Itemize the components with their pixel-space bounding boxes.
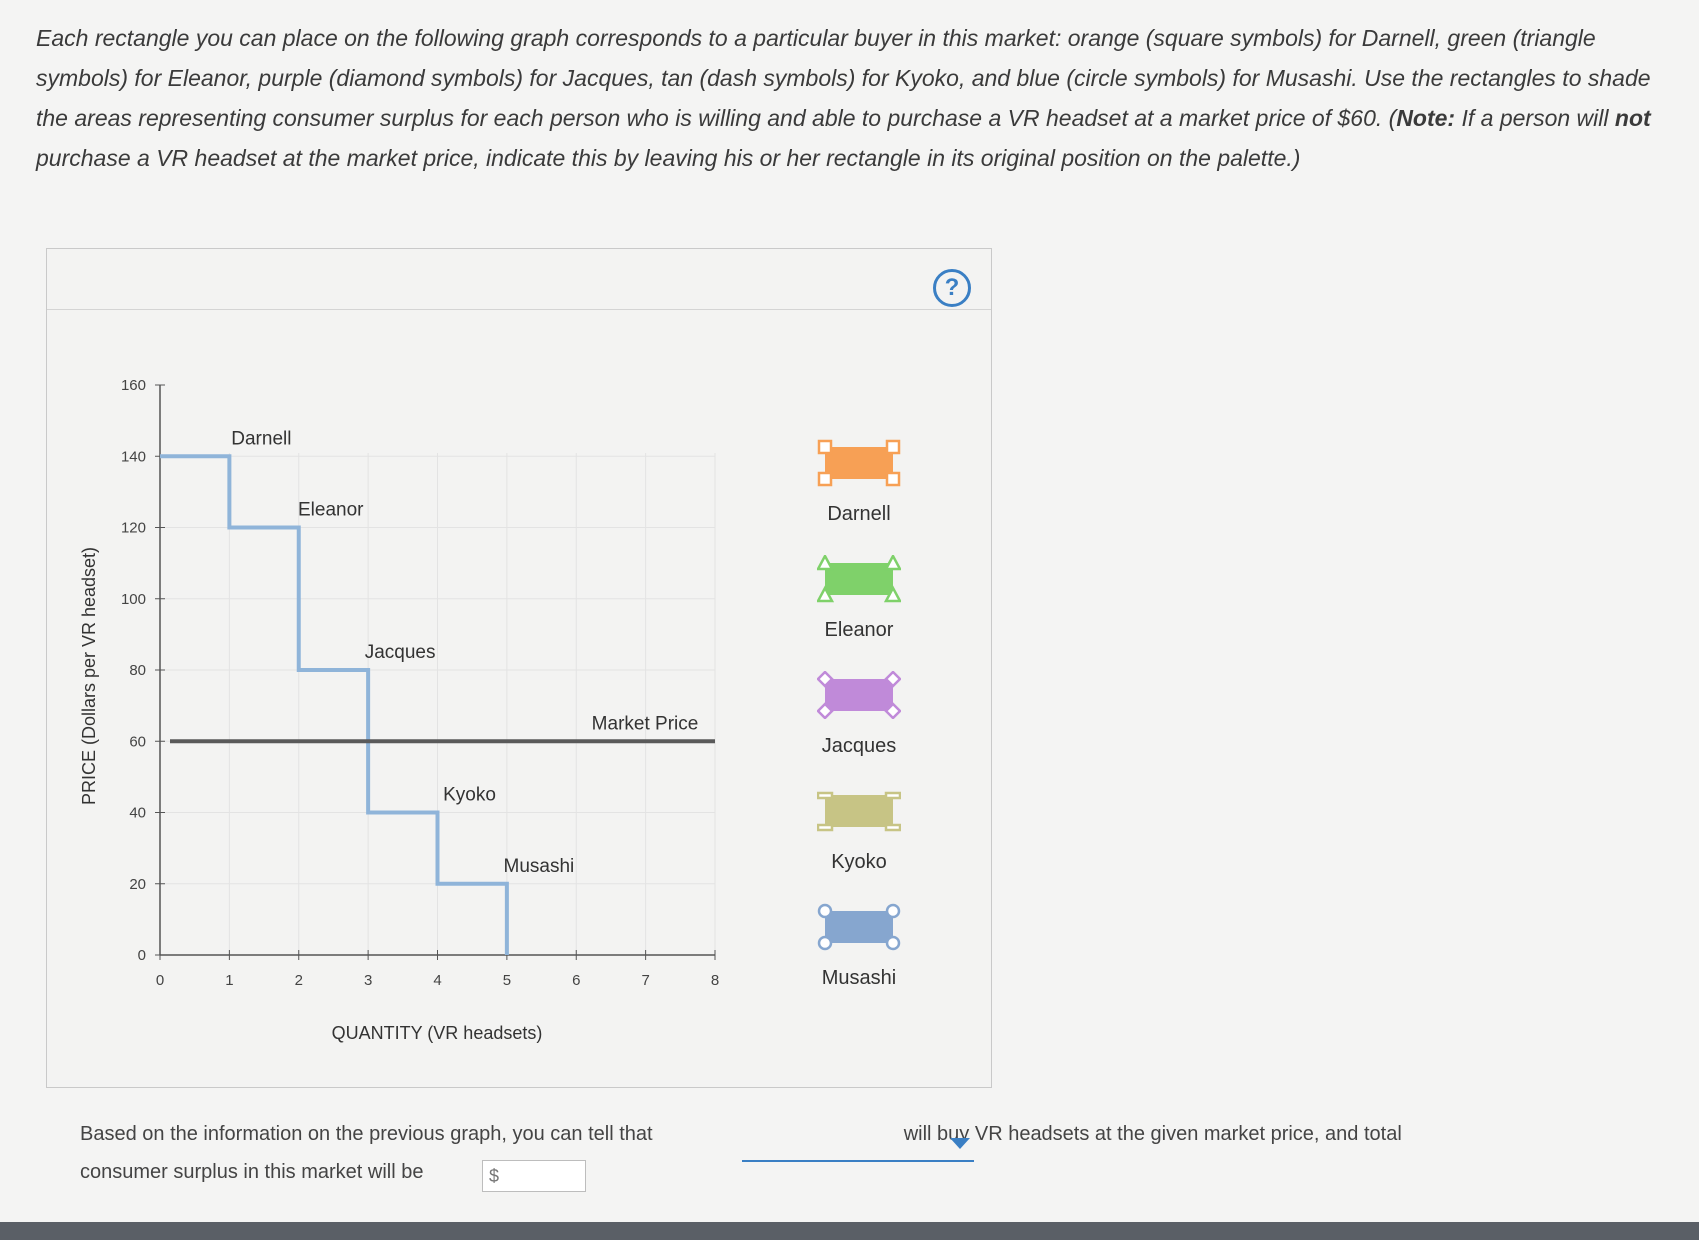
- palette-rect-darnell[interactable]: [817, 439, 901, 487]
- y-tick-label: 100: [121, 591, 146, 608]
- step-label-kyoko: Kyoko: [443, 785, 496, 806]
- instructions-part3: purchase a VR headset at the market pric…: [36, 145, 1301, 171]
- y-tick-label: 60: [129, 733, 146, 750]
- x-tick-label: 3: [364, 972, 372, 989]
- chart-marks: Darnell Eleanor Jacques Kyoko Musashi Market …: [160, 428, 715, 955]
- question-part1: Based on the information on the previous…: [80, 1123, 653, 1145]
- question-part2: will buy VR headsets at the given market…: [903, 1123, 1402, 1145]
- palette-rect-jacques[interactable]: [816, 670, 902, 720]
- diamond-rectangle-icon: [816, 670, 902, 720]
- buyers-dropdown[interactable]: [742, 1130, 974, 1162]
- x-tick-label: 7: [641, 972, 649, 989]
- y-tick-label: 20: [129, 876, 146, 893]
- x-tick-label: 1: [225, 972, 233, 989]
- axes: [155, 384, 716, 960]
- instructions-part2: If a person will: [1455, 105, 1615, 131]
- palette-label-musashi: Musashi: [821, 967, 897, 989]
- palette-label-jacques: Jacques: [821, 735, 897, 757]
- palette-rect-kyoko[interactable]: [816, 787, 902, 835]
- step-label-jacques: Jacques: [365, 642, 436, 663]
- consumer-surplus-input[interactable]: [482, 1160, 586, 1192]
- triangle-rectangle-icon: [815, 553, 903, 603]
- y-tick-label: 120: [121, 520, 146, 537]
- instructions-part1: Each rectangle you can place on the foll…: [36, 25, 1651, 131]
- question-part3: consumer surplus in this market will be: [80, 1161, 424, 1183]
- y-tick-label: 40: [129, 805, 146, 822]
- instructions-text: Each rectangle you can place on the foll…: [36, 18, 1656, 178]
- y-tick-label: 80: [129, 662, 146, 679]
- x-tick-label: 5: [503, 972, 511, 989]
- market-price-label: Market Price: [592, 713, 699, 734]
- chevron-down-icon: [950, 1138, 970, 1149]
- x-tick-label: 2: [295, 972, 303, 989]
- panel-toolbar: [47, 249, 991, 310]
- y-axis-label: PRICE (Dollars per VR headset): [79, 547, 99, 805]
- step-label-eleanor: Eleanor: [298, 500, 364, 521]
- x-tick-label: 6: [572, 972, 580, 989]
- palette-label-darnell: Darnell: [827, 503, 891, 525]
- screen-bottom-edge: [0, 1222, 1699, 1240]
- x-tick-label: 8: [711, 972, 719, 989]
- circle-rectangle-icon: [817, 903, 901, 951]
- x-tick-label: 4: [433, 972, 441, 989]
- palette-label-eleanor: Eleanor: [824, 619, 894, 641]
- not-label: not: [1614, 105, 1651, 131]
- x-tick-label: 0: [156, 972, 164, 989]
- step-label-musashi: Musashi: [504, 856, 575, 877]
- y-tick-label: 140: [121, 448, 146, 465]
- x-axis-label: QUANTITY (VR headsets): [332, 1023, 543, 1043]
- palette-rect-eleanor[interactable]: [815, 553, 903, 603]
- dash-rectangle-icon: [816, 791, 902, 832]
- palette-label-kyoko: Kyoko: [831, 851, 887, 873]
- y-tick-label: 160: [121, 377, 146, 394]
- step-label-darnell: Darnell: [231, 428, 291, 449]
- y-tick-label: 0: [138, 947, 146, 964]
- help-icon[interactable]: ?: [933, 269, 971, 307]
- graph-panel: ? 0 1 2 3 4 5 6 7 8 0 20 40 60 80 100 120 140 160 Darnell…: [46, 248, 992, 1088]
- palette-rect-musashi[interactable]: [817, 903, 901, 951]
- square-rectangle-icon: [817, 439, 901, 487]
- note-label: Note:: [1396, 105, 1456, 131]
- demand-step-line: [160, 454, 509, 955]
